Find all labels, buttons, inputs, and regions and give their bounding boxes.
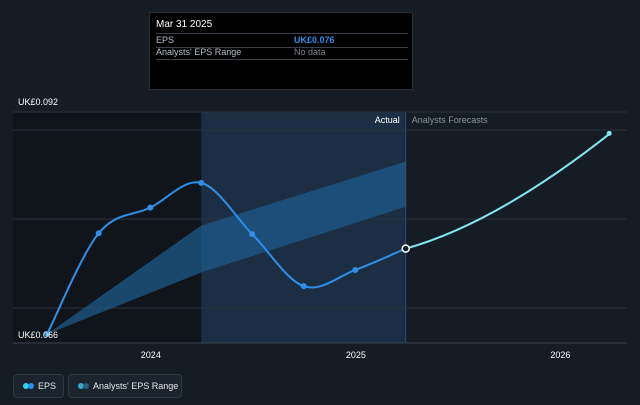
legend-eps-label: EPS <box>38 381 57 391</box>
eps-dot-icon <box>23 383 29 389</box>
tooltip-row-eps: EPS UK£0.076 <box>156 33 408 48</box>
eps-point <box>198 179 205 186</box>
tooltip: Mar 31 2025 EPS UK£0.076 Analysts' EPS R… <box>149 12 413 90</box>
forecast-label: Analysts Forecasts <box>412 115 489 125</box>
tooltip-eps-label: EPS <box>156 35 175 45</box>
range-dot-icon <box>78 383 84 389</box>
y-axis-top-label: UK£0.092 <box>18 97 58 107</box>
legend-range-button[interactable]: Analysts' EPS Range <box>68 374 182 398</box>
actual-label: Actual <box>375 115 400 125</box>
y-axis-bottom-label: UK£0.066 <box>18 330 58 340</box>
legend-range-label: Analysts' EPS Range <box>93 381 179 391</box>
x-tick-label: 2024 <box>141 350 161 360</box>
eps-points <box>44 130 612 337</box>
legend-eps-button[interactable]: EPS <box>13 374 64 398</box>
tooltip-eps-value: UK£0.076 <box>294 35 335 45</box>
x-tick-label: 2026 <box>550 350 570 360</box>
range-dot-icon <box>83 383 89 389</box>
axis-labels: UK£0.092 UK£0.066 Actual Analysts Forecasts… <box>18 97 570 360</box>
forecast-point <box>606 130 612 136</box>
analysts-range-band <box>47 161 406 334</box>
eps-point <box>300 283 307 290</box>
eps-point <box>147 204 154 211</box>
eps-point <box>95 230 102 237</box>
tooltip-range-label: Analysts' EPS Range <box>156 47 242 57</box>
tooltip-row-range: Analysts' EPS Range No data <box>156 46 408 60</box>
forecast-line <box>405 132 611 250</box>
eps-point <box>401 244 410 253</box>
tooltip-range-value: No data <box>294 47 326 57</box>
eps-point <box>249 231 256 238</box>
range-band-area <box>47 161 406 334</box>
eps-point <box>44 331 51 337</box>
eps-dot-icon <box>28 383 34 389</box>
tooltip-date: Mar 31 2025 <box>156 19 213 30</box>
x-tick-label: 2025 <box>346 350 366 360</box>
eps-point <box>352 266 359 273</box>
